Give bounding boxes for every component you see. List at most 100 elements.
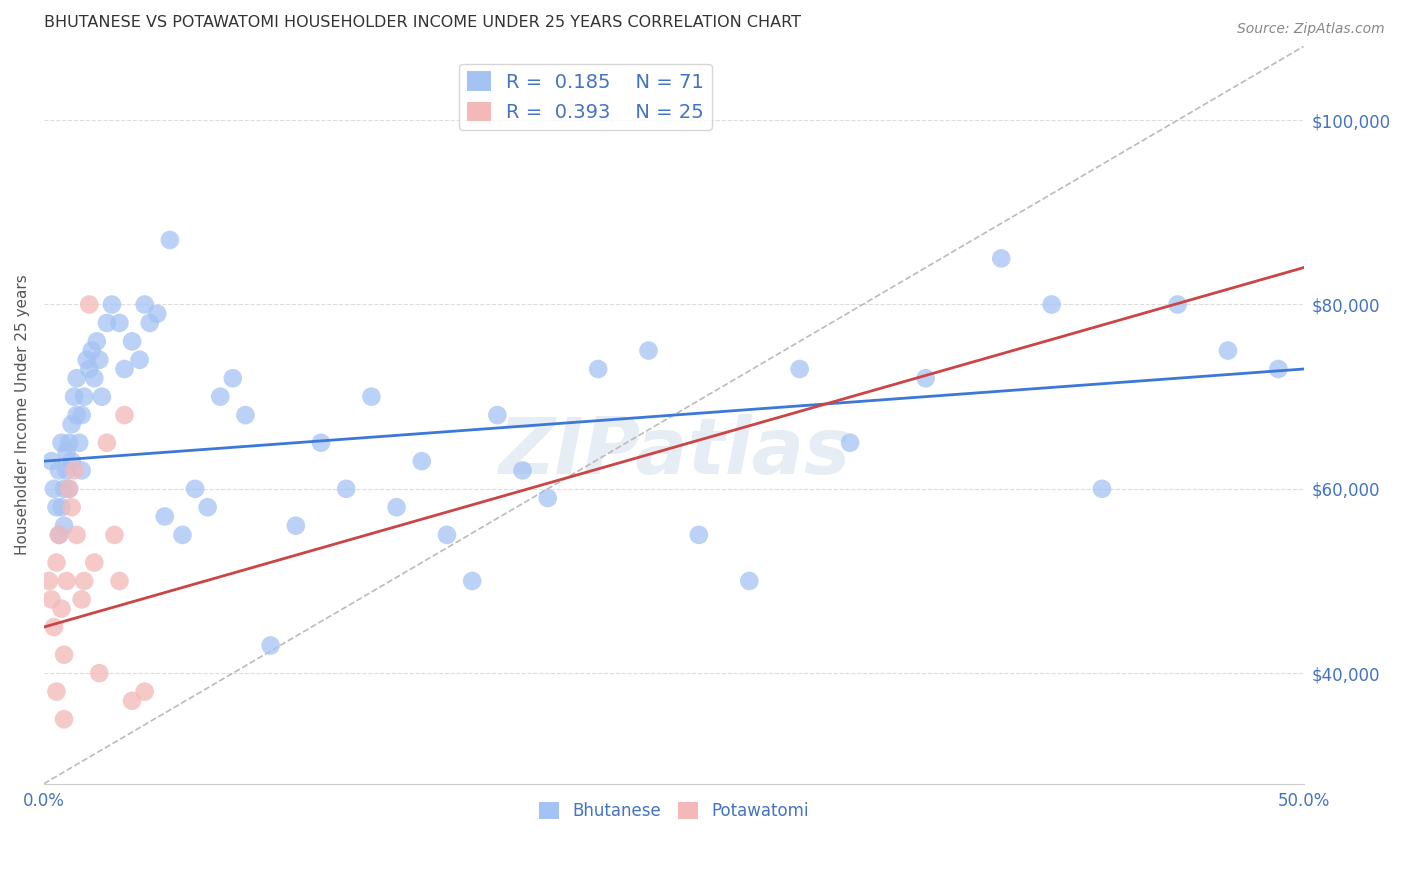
- Point: [839, 435, 862, 450]
- Point: [80, 343, 103, 358]
- Point: [63, 463, 86, 477]
- Text: Source: ZipAtlas.com: Source: ZipAtlas.com: [1237, 22, 1385, 37]
- Point: [73, 390, 96, 404]
- Point: [486, 408, 509, 422]
- Point: [222, 371, 245, 385]
- Point: [83, 371, 105, 385]
- Point: [51, 601, 73, 615]
- Point: [89, 666, 111, 681]
- Point: [66, 528, 89, 542]
- Point: [990, 252, 1012, 266]
- Point: [96, 435, 118, 450]
- Point: [45, 684, 67, 698]
- Point: [172, 528, 194, 542]
- Point: [688, 528, 710, 542]
- Point: [153, 509, 176, 524]
- Point: [86, 334, 108, 349]
- Point: [48, 528, 70, 542]
- Point: [209, 390, 232, 404]
- Point: [309, 435, 332, 450]
- Point: [45, 500, 67, 515]
- Point: [637, 343, 659, 358]
- Point: [66, 408, 89, 422]
- Point: [184, 482, 207, 496]
- Point: [411, 454, 433, 468]
- Point: [48, 463, 70, 477]
- Point: [108, 574, 131, 588]
- Point: [77, 362, 100, 376]
- Point: [45, 556, 67, 570]
- Point: [789, 362, 811, 376]
- Point: [67, 435, 90, 450]
- Point: [38, 574, 60, 588]
- Point: [58, 435, 80, 450]
- Point: [134, 297, 156, 311]
- Point: [63, 390, 86, 404]
- Point: [146, 307, 169, 321]
- Point: [55, 445, 77, 459]
- Point: [461, 574, 484, 588]
- Point: [360, 390, 382, 404]
- Point: [77, 297, 100, 311]
- Point: [385, 500, 408, 515]
- Point: [512, 463, 534, 477]
- Point: [108, 316, 131, 330]
- Point: [1216, 343, 1239, 358]
- Point: [101, 297, 124, 311]
- Point: [586, 362, 609, 376]
- Point: [73, 574, 96, 588]
- Point: [90, 390, 112, 404]
- Point: [128, 352, 150, 367]
- Point: [335, 482, 357, 496]
- Point: [51, 500, 73, 515]
- Point: [53, 482, 76, 496]
- Point: [55, 574, 77, 588]
- Point: [41, 454, 63, 468]
- Point: [114, 362, 136, 376]
- Point: [537, 491, 560, 505]
- Point: [58, 482, 80, 496]
- Point: [51, 435, 73, 450]
- Point: [1091, 482, 1114, 496]
- Point: [70, 463, 93, 477]
- Point: [121, 334, 143, 349]
- Point: [66, 371, 89, 385]
- Point: [738, 574, 761, 588]
- Point: [53, 518, 76, 533]
- Point: [42, 482, 65, 496]
- Point: [53, 648, 76, 662]
- Point: [83, 556, 105, 570]
- Point: [138, 316, 160, 330]
- Point: [103, 528, 125, 542]
- Point: [60, 417, 83, 432]
- Point: [436, 528, 458, 542]
- Point: [1267, 362, 1289, 376]
- Point: [1167, 297, 1189, 311]
- Legend: Bhutanese, Potawatomi: Bhutanese, Potawatomi: [533, 796, 815, 827]
- Point: [42, 620, 65, 634]
- Point: [70, 408, 93, 422]
- Point: [89, 352, 111, 367]
- Text: BHUTANESE VS POTAWATOMI HOUSEHOLDER INCOME UNDER 25 YEARS CORRELATION CHART: BHUTANESE VS POTAWATOMI HOUSEHOLDER INCO…: [44, 15, 801, 30]
- Point: [60, 454, 83, 468]
- Point: [284, 518, 307, 533]
- Point: [96, 316, 118, 330]
- Point: [76, 352, 98, 367]
- Point: [197, 500, 219, 515]
- Point: [41, 592, 63, 607]
- Point: [53, 712, 76, 726]
- Point: [121, 694, 143, 708]
- Point: [259, 639, 281, 653]
- Text: ZIPatlas: ZIPatlas: [498, 414, 849, 490]
- Point: [70, 592, 93, 607]
- Point: [60, 500, 83, 515]
- Point: [134, 684, 156, 698]
- Point: [159, 233, 181, 247]
- Point: [55, 463, 77, 477]
- Point: [48, 528, 70, 542]
- Point: [914, 371, 936, 385]
- Point: [235, 408, 257, 422]
- Point: [58, 482, 80, 496]
- Point: [114, 408, 136, 422]
- Y-axis label: Householder Income Under 25 years: Householder Income Under 25 years: [15, 275, 30, 556]
